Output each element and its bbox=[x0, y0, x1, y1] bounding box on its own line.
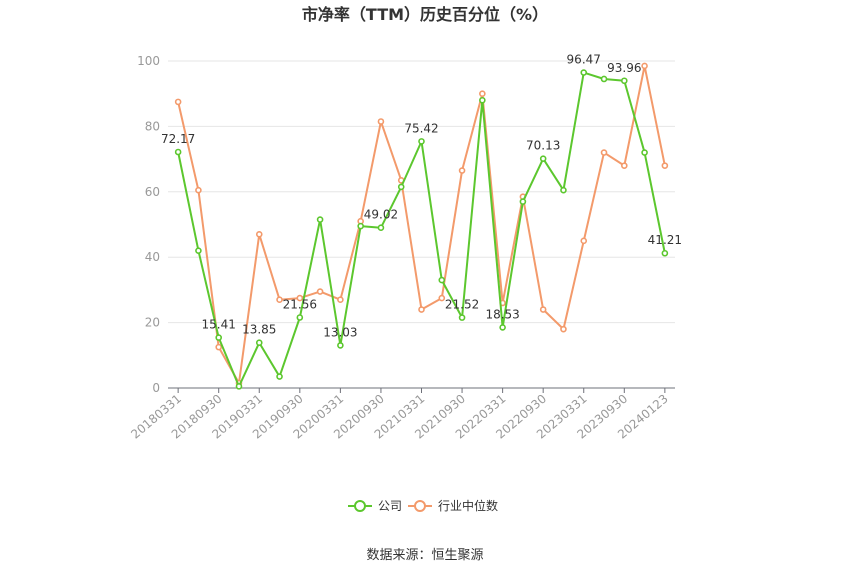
grid bbox=[168, 60, 675, 324]
data-point[interactable] bbox=[215, 334, 222, 341]
data-point[interactable] bbox=[620, 162, 628, 169]
legend[interactable]: 公司 行业中位数 bbox=[348, 498, 498, 513]
data-point[interactable] bbox=[560, 325, 567, 333]
axes: 0204060801002018033120180930201903312019… bbox=[128, 54, 675, 442]
data-point[interactable] bbox=[438, 294, 446, 302]
data-point[interactable] bbox=[276, 296, 283, 304]
data-point[interactable] bbox=[418, 138, 425, 145]
data-label: 13.03 bbox=[323, 325, 357, 339]
data-point[interactable] bbox=[458, 314, 466, 321]
data-point[interactable] bbox=[539, 306, 547, 313]
data-point[interactable] bbox=[357, 222, 364, 230]
series-company bbox=[174, 69, 669, 390]
data-point[interactable] bbox=[479, 96, 486, 104]
data-point[interactable] bbox=[661, 249, 669, 257]
data-point[interactable] bbox=[458, 167, 466, 174]
data-point[interactable] bbox=[641, 62, 648, 70]
data-label: 96.47 bbox=[567, 53, 601, 67]
series-industry-median bbox=[174, 62, 669, 387]
data-label: 49.02 bbox=[364, 208, 398, 222]
data-label: 18.53 bbox=[485, 307, 519, 321]
data-label: 70.13 bbox=[526, 139, 560, 153]
data-point[interactable] bbox=[499, 324, 506, 331]
series-layer bbox=[174, 62, 669, 390]
data-label: 75.42 bbox=[404, 121, 438, 135]
data-point[interactable] bbox=[661, 162, 669, 169]
y-tick-label: 0 bbox=[152, 381, 160, 395]
data-point[interactable] bbox=[316, 288, 324, 295]
data-point[interactable] bbox=[296, 294, 304, 302]
data-point[interactable] bbox=[215, 343, 222, 351]
data-point[interactable] bbox=[174, 98, 182, 106]
data-point[interactable] bbox=[397, 183, 405, 191]
data-label: 21.52 bbox=[445, 298, 479, 312]
y-tick-label: 80 bbox=[145, 119, 160, 133]
data-point[interactable] bbox=[377, 224, 385, 232]
data-point[interactable] bbox=[276, 373, 283, 380]
legend-marker bbox=[354, 500, 366, 512]
chart-title: 市净率（TTM）历史百分位（%） bbox=[302, 5, 548, 24]
data-point[interactable] bbox=[620, 77, 628, 85]
data-point[interactable] bbox=[174, 148, 182, 156]
data-labels: 72.17 15.41 13.85 21.56 13.03 49.02 75.42 21.52… bbox=[161, 53, 682, 340]
data-point[interactable] bbox=[337, 296, 344, 304]
data-point[interactable] bbox=[235, 383, 243, 390]
data-point[interactable] bbox=[479, 90, 486, 97]
data-point[interactable] bbox=[519, 198, 527, 205]
data-point[interactable] bbox=[539, 155, 547, 162]
data-label: 21.56 bbox=[283, 297, 317, 311]
data-point[interactable] bbox=[418, 306, 425, 313]
data-point[interactable] bbox=[580, 69, 588, 76]
data-label: 13.85 bbox=[242, 323, 276, 337]
data-point[interactable] bbox=[560, 186, 567, 194]
y-tick-label: 60 bbox=[145, 185, 160, 199]
legend-item-company[interactable]: 公司 bbox=[348, 499, 402, 513]
data-label: 41.21 bbox=[648, 233, 682, 247]
data-label: 93.96 bbox=[607, 61, 641, 75]
data-point[interactable] bbox=[580, 237, 588, 245]
data-label: 72.17 bbox=[161, 132, 195, 146]
data-point[interactable] bbox=[195, 186, 202, 194]
data-point[interactable] bbox=[337, 342, 344, 349]
legend-marker bbox=[414, 500, 426, 512]
data-point[interactable] bbox=[600, 75, 608, 83]
data-point[interactable] bbox=[255, 339, 263, 347]
y-tick-label: 100 bbox=[137, 54, 160, 68]
data-point[interactable] bbox=[438, 276, 446, 284]
y-tick-label: 40 bbox=[145, 250, 160, 264]
y-tick-label: 20 bbox=[145, 316, 160, 330]
source-note: 数据来源：恒生聚源 bbox=[366, 548, 483, 563]
series-line bbox=[177, 71, 666, 388]
data-point[interactable] bbox=[377, 118, 385, 125]
legend-item-industry-median[interactable]: 行业中位数 bbox=[408, 498, 498, 513]
data-point[interactable] bbox=[641, 149, 648, 156]
data-point[interactable] bbox=[195, 247, 202, 254]
legend-label: 行业中位数 bbox=[438, 498, 498, 513]
data-point[interactable] bbox=[255, 231, 263, 238]
data-point[interactable] bbox=[316, 216, 324, 223]
data-point[interactable] bbox=[296, 314, 304, 321]
legend-label: 公司 bbox=[378, 499, 402, 513]
data-label: 15.41 bbox=[202, 318, 236, 332]
data-point[interactable] bbox=[600, 149, 608, 156]
